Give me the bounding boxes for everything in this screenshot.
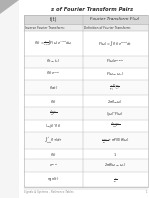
Bar [24, 68, 148, 80]
Text: Fourier Transform F(ω): Fourier Transform F(ω) [90, 17, 140, 21]
Bar [24, 171, 148, 187]
Bar [19, 0, 149, 198]
Bar [24, 149, 148, 159]
Bar [83, 15, 148, 24]
Bar [24, 159, 148, 171]
Bar [24, 132, 148, 149]
Text: $2\pi f(-\omega)$: $2\pi f(-\omega)$ [107, 98, 123, 105]
Text: $\frac{F(\omega)}{j\omega} + \pi F(0)\delta(\omega)$: $\frac{F(\omega)}{j\omega} + \pi F(0)\de… [101, 136, 129, 145]
Text: $f(t) = \frac{1}{2\pi}\int F(\omega)e^{+j\omega t}d\omega$: $f(t) = \frac{1}{2\pi}\int F(\omega)e^{+… [34, 39, 73, 48]
Text: $2\pi\delta(\omega - \omega_0)$: $2\pi\delta(\omega - \omega_0)$ [104, 162, 127, 169]
Text: $f(t-t_0)$: $f(t-t_0)$ [46, 58, 60, 65]
Bar [24, 80, 148, 95]
Text: $1$: $1$ [113, 151, 117, 158]
Text: Signals & Systems - Reference Tables: Signals & Systems - Reference Tables [24, 190, 73, 194]
Text: $e^{j\omega_0 t}$: $e^{j\omega_0 t}$ [49, 162, 58, 169]
Text: Inverse Fourier Transform:: Inverse Fourier Transform: [25, 26, 65, 30]
Text: $(-jt)^n f(t)$: $(-jt)^n f(t)$ [45, 122, 62, 130]
Text: $(j\omega)^n F(\omega)$: $(j\omega)^n F(\omega)$ [106, 109, 124, 118]
Text: $f(t)$: $f(t)$ [50, 151, 57, 158]
Bar [24, 15, 83, 24]
Text: $\mathrm{sgn}(t)$: $\mathrm{sgn}(t)$ [47, 175, 59, 183]
Bar [24, 55, 148, 68]
Bar [24, 31, 148, 55]
Text: $\frac{2}{j\omega}$: $\frac{2}{j\omega}$ [113, 175, 118, 184]
Bar [24, 95, 148, 108]
Bar [24, 108, 148, 120]
Bar [24, 24, 83, 31]
Text: f(t): f(t) [49, 17, 57, 22]
Text: $\frac{d^n f(t)}{dt^n}$: $\frac{d^n f(t)}{dt^n}$ [49, 109, 58, 118]
Text: $\frac{1}{|a|}F\!\left(\frac{\omega}{a}\right)$: $\frac{1}{|a|}F\!\left(\frac{\omega}{a}\… [109, 82, 121, 93]
Text: $f(t)e^{j\omega_0 t}$: $f(t)e^{j\omega_0 t}$ [46, 70, 60, 77]
Text: $\frac{d^n F(\omega)}{d\omega^n}$: $\frac{d^n F(\omega)}{d\omega^n}$ [110, 121, 120, 130]
Polygon shape [0, 0, 19, 14]
Text: $f(t)$: $f(t)$ [50, 98, 57, 105]
Text: $F(\omega) = \int f(t)\, e^{-j\omega t}dt$: $F(\omega) = \int f(t)\, e^{-j\omega t}d… [98, 39, 132, 48]
Bar [83, 24, 148, 31]
Text: $F(\omega)e^{-j\omega t_0}$: $F(\omega)e^{-j\omega t_0}$ [106, 58, 124, 65]
Text: Definition of Fourier Transform:: Definition of Fourier Transform: [84, 26, 131, 30]
Text: s of Fourier Transform Pairs: s of Fourier Transform Pairs [51, 7, 134, 12]
Text: $\int_{-\infty}^{t}f(\tau)d\tau$: $\int_{-\infty}^{t}f(\tau)d\tau$ [44, 135, 63, 146]
Text: $f(at)$: $f(at)$ [49, 84, 58, 91]
Bar [24, 15, 148, 187]
Bar [24, 120, 148, 132]
Text: 1: 1 [146, 190, 148, 194]
Text: $F(\omega - \omega_0)$: $F(\omega - \omega_0)$ [106, 70, 124, 77]
